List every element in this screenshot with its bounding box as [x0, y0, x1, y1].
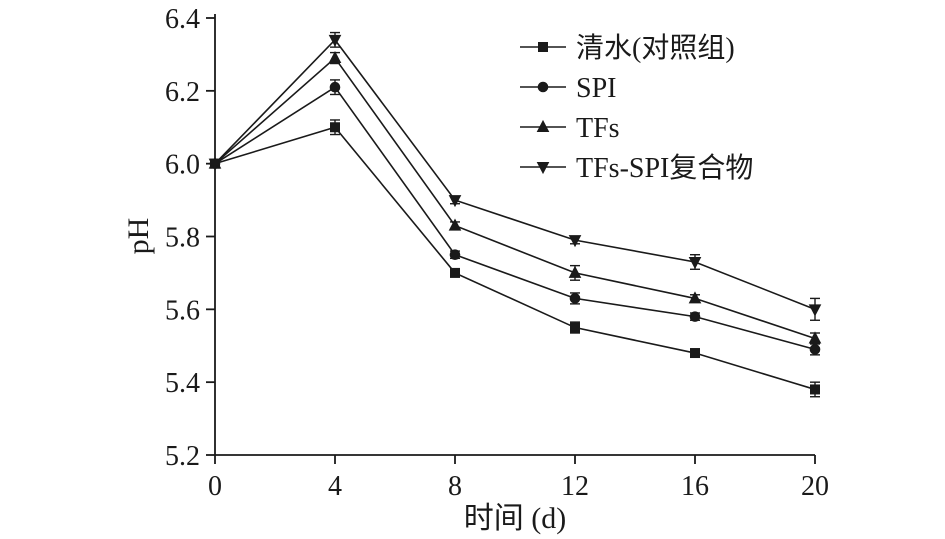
- x-tick-label: 4: [328, 471, 342, 502]
- data-point-marker: [808, 304, 822, 317]
- legend-item-2: TFs: [520, 113, 620, 144]
- y-tick-label: 6.4: [165, 4, 200, 35]
- data-point-marker: [328, 34, 342, 47]
- data-point-marker: [208, 158, 222, 171]
- y-tick-label: 5.4: [165, 368, 200, 399]
- data-point-marker: [448, 218, 462, 231]
- series-line: [214, 126, 816, 391]
- data-point-marker: [568, 235, 582, 248]
- series-1: [209, 79, 821, 356]
- data-point-marker: [569, 293, 581, 304]
- legend-marker-square-icon: [538, 42, 548, 52]
- data-point-marker: [449, 249, 461, 261]
- data-point-marker: [810, 384, 820, 395]
- legend-item-1: SPI: [520, 73, 616, 104]
- data-point-marker: [450, 267, 460, 278]
- data-point-marker: [688, 291, 702, 304]
- series-line: [214, 38, 816, 311]
- legend-marker-triangle-down-icon: [536, 162, 550, 175]
- legend-marker-triangle-up-icon: [536, 119, 550, 132]
- legend-item-3: TFs-SPI复合物: [520, 152, 753, 184]
- x-tick-label: 16: [681, 471, 709, 502]
- y-tick-label: 5.8: [165, 223, 200, 254]
- series-0: [210, 119, 820, 398]
- data-point-marker: [688, 256, 702, 270]
- y-axis-label: pH: [122, 218, 155, 255]
- data-point-marker: [328, 50, 342, 64]
- legend-label: TFs-SPI复合物: [576, 152, 753, 184]
- y-tick-label: 5.6: [165, 295, 200, 326]
- series-line: [214, 56, 816, 340]
- series-3: [208, 31, 822, 321]
- y-tick-label: 6.2: [165, 77, 200, 108]
- series-line: [214, 86, 816, 351]
- data-point-marker: [330, 122, 340, 133]
- plot-area: 5.2 5.4 5.6 5.8 6.0 6.2 6.4 0 4 8 12 16 20 清水(对照组) SPI…: [165, 4, 829, 502]
- x-tick-label: 8: [448, 471, 462, 502]
- data-point-marker: [568, 265, 582, 278]
- x-tick-label: 12: [561, 471, 589, 502]
- data-point-marker: [570, 322, 580, 333]
- legend-item-0: 清水(对照组): [520, 32, 735, 64]
- data-point-marker: [690, 348, 700, 359]
- legend-label: SPI: [576, 73, 616, 104]
- data-point-marker: [448, 195, 462, 208]
- x-tick-label: 20: [801, 471, 829, 502]
- x-axis-label: 时间 (d): [464, 502, 566, 535]
- legend-marker-circle-icon: [537, 81, 549, 93]
- data-point-marker: [809, 344, 821, 355]
- x-tick-label: 0: [208, 471, 222, 502]
- legend-label: 清水(对照组): [576, 32, 735, 64]
- data-point-marker: [689, 311, 701, 322]
- data-point-marker: [808, 331, 822, 344]
- data-point-marker: [329, 81, 341, 93]
- y-tick-label: 6.0: [165, 150, 200, 181]
- legend-label: TFs: [576, 113, 620, 144]
- y-tick-label: 5.2: [165, 441, 200, 472]
